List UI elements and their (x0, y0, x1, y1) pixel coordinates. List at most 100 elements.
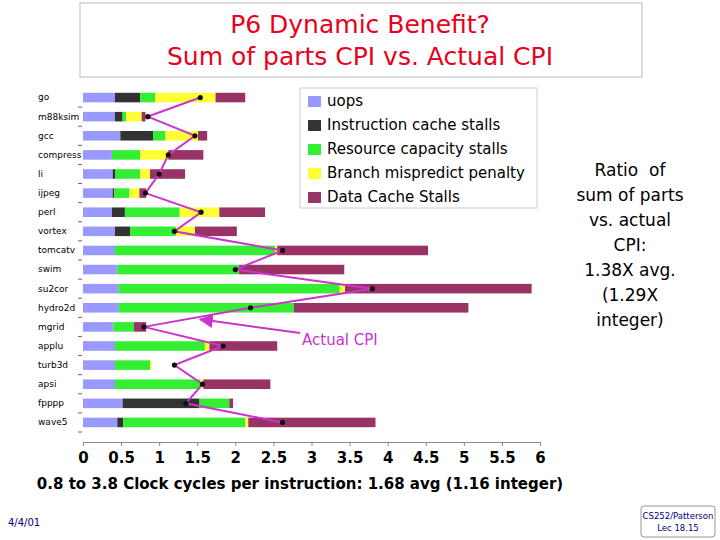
side-note-line: (1.29X (602, 285, 658, 305)
y-tick: turb3d (38, 360, 68, 370)
legend-label: uops (327, 92, 363, 110)
legend-box (300, 88, 537, 208)
category-label: compress (38, 150, 82, 160)
legend-label: Data Cache Stalls (327, 188, 460, 206)
category-label: turb3d (38, 360, 68, 370)
bar-segment (180, 207, 220, 217)
bar-segment (83, 227, 115, 237)
bar-segment (115, 246, 275, 256)
side-note: Ratio ofsum of partsvs. actualCPI:1.38X … (576, 160, 683, 330)
side-note-line: 1.38X avg. (584, 260, 676, 280)
bar-segment (140, 169, 150, 179)
line-series-label: Actual CPI (302, 331, 378, 349)
bar-segment (142, 112, 146, 122)
actual-cpi-point (166, 152, 171, 157)
actual-cpi-point (145, 114, 150, 119)
actual-cpi-point (183, 401, 188, 406)
x-axis: 00.511.522.533.544.555.56 (78, 442, 545, 467)
bar-segment (83, 169, 113, 179)
bar-segment (245, 418, 248, 428)
x-tick: 1.5 (184, 442, 211, 467)
x-tick-label: 1 (154, 449, 164, 467)
bar-segment (115, 227, 130, 237)
side-note-line: Ratio of (595, 160, 667, 180)
bar-segment (113, 169, 115, 179)
x-tick-mark (388, 442, 389, 446)
side-note-line: sum of parts (576, 185, 683, 205)
x-tick-label: 0.5 (108, 449, 135, 467)
x-tick-mark (312, 442, 313, 446)
bar-segment (119, 284, 340, 294)
x-tick: 2.5 (261, 442, 288, 467)
row-separator (78, 432, 82, 433)
slide: P6 Dynamic Benefit?Sum of parts CPI vs. … (0, 0, 720, 540)
bar-segment (345, 284, 532, 294)
x-tick-label: 2 (231, 449, 241, 467)
footer-box (641, 506, 715, 537)
bar-segment (114, 188, 129, 198)
y-tick: su2cor (38, 284, 69, 294)
x-tick: 4 (383, 442, 393, 467)
y-tick: apsi (38, 379, 56, 389)
legend-swatch (308, 96, 321, 107)
y-tick: wave5 (38, 417, 67, 427)
y-tick: li (38, 169, 43, 179)
footer-date: 4/4/01 (8, 517, 40, 528)
actual-cpi-point (370, 286, 375, 291)
bar-segment (125, 207, 180, 217)
y-tick: go (38, 92, 50, 102)
bar-segment (117, 265, 239, 275)
y-tick: m88ksim (38, 112, 79, 122)
bar-segment (216, 93, 246, 103)
x-tick: 5 (459, 442, 469, 467)
category-label: su2cor (38, 284, 69, 294)
y-tick: ijpeg (38, 188, 60, 198)
category-label: perl (38, 207, 55, 217)
category-label: ijpeg (38, 188, 60, 198)
y-tick: compress (38, 150, 82, 160)
category-label: vortex (38, 226, 67, 236)
bar-segment (113, 322, 134, 332)
x-tick-mark (273, 442, 274, 446)
bar-segment (151, 360, 152, 370)
x-tick-label: 3 (307, 449, 317, 467)
legend-label: Resource capacity stalls (327, 140, 508, 158)
row-separator (78, 126, 82, 127)
bar-segment (112, 207, 125, 217)
bar-segment (165, 131, 198, 141)
bar-segment (117, 418, 123, 428)
bar-segment (83, 265, 117, 275)
x-tick-mark (464, 442, 465, 446)
y-tick: mgrid (38, 322, 64, 332)
legend-swatch (308, 192, 321, 203)
category-label: gcc (38, 131, 54, 141)
actual-cpi-point (280, 420, 285, 425)
legend-label: Instruction cache stalls (327, 116, 500, 134)
x-tick-label: 0 (78, 449, 88, 467)
x-tick-mark (350, 442, 351, 446)
category-label: hydro2d (38, 303, 75, 313)
bar-segment (83, 112, 115, 122)
title: P6 Dynamic Benefit? (230, 10, 490, 39)
bar-segment (198, 131, 207, 141)
y-tick: tomcatv (38, 245, 76, 255)
bar-segment (83, 207, 112, 217)
actual-cpi-point (280, 248, 285, 253)
row-separator (78, 279, 82, 280)
bar-segment (83, 246, 115, 256)
bar-segment (83, 303, 119, 313)
bar-segment (83, 379, 115, 389)
footer-course: CS252/Patterson (643, 511, 714, 521)
legend-swatch (308, 168, 321, 179)
bar-segment (140, 150, 168, 160)
x-tick-mark (121, 442, 122, 446)
bar-segment (83, 322, 113, 332)
bar-segment (83, 131, 120, 141)
row-separator (78, 202, 82, 203)
bar-segment (83, 341, 115, 351)
side-note-line: integer) (596, 310, 664, 330)
x-axis-line (84, 443, 541, 447)
row-separator (78, 374, 82, 375)
bar-segment (120, 131, 153, 141)
x-tick-mark (540, 442, 541, 446)
